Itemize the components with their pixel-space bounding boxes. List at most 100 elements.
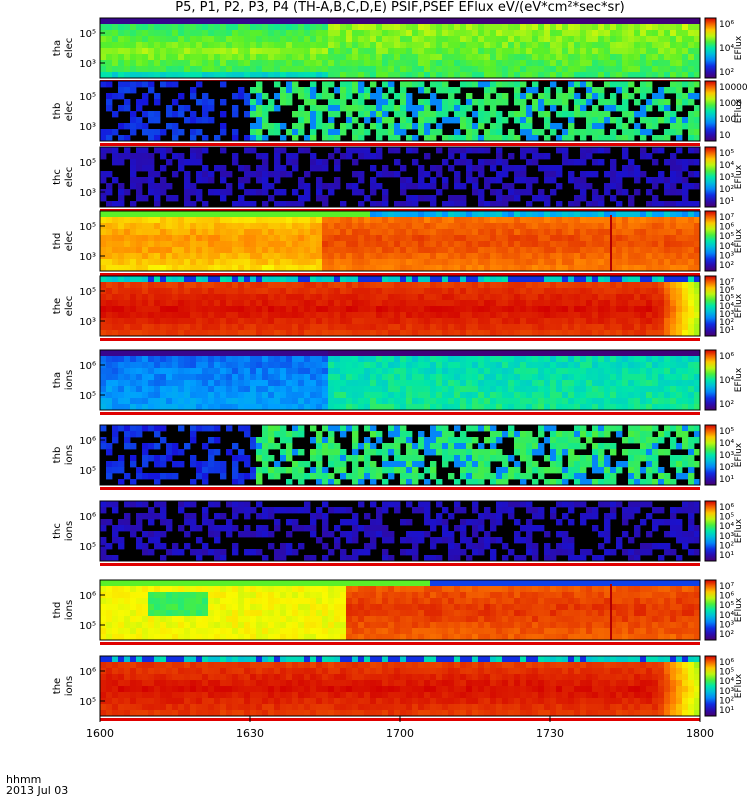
spectrogram-cell: [622, 282, 629, 289]
spectrogram-cell: [382, 229, 389, 236]
spectrogram-cell: [400, 404, 407, 411]
spectrogram-cell: [190, 189, 197, 196]
spectrogram-cell: [358, 223, 365, 230]
spectrogram-cell: [148, 60, 155, 67]
spectrogram-cell: [388, 81, 395, 88]
spectrogram-cell: [478, 123, 485, 130]
spectrogram-cell: [580, 48, 587, 55]
spectrogram-cell: [316, 217, 323, 224]
spectrogram-cell: [556, 66, 563, 73]
spectrogram-cell: [142, 93, 149, 100]
spectrogram-cell: [334, 105, 341, 112]
spectrogram-cell: [448, 66, 455, 73]
spectrogram-cell: [232, 350, 239, 357]
spectrogram-cell: [538, 368, 545, 375]
spectrogram-cell: [472, 24, 479, 31]
spectrogram-cell: [214, 42, 221, 49]
spectrogram-cell: [466, 312, 473, 319]
spectrogram-cell: [118, 229, 125, 236]
spectrogram-cell: [244, 177, 251, 184]
spectrogram-cell: [466, 324, 473, 331]
spectrogram-cell: [448, 201, 455, 208]
spectrogram-cell: [154, 18, 161, 25]
spectrogram-cell: [586, 123, 593, 130]
spectrogram-cell: [316, 362, 323, 369]
spectrogram-cell: [616, 211, 623, 218]
spectrogram-cell: [292, 42, 299, 49]
spectrogram-cell: [370, 54, 377, 61]
spectrogram-cell: [520, 93, 527, 100]
spectrogram-cell: [334, 211, 341, 218]
spectrogram-cell: [196, 380, 203, 387]
spectrogram-cell: [454, 392, 461, 399]
spectrogram-cell: [274, 247, 281, 254]
spectrogram-cell: [208, 229, 215, 236]
spectrogram-cell: [214, 362, 221, 369]
spectrogram-cell: [466, 235, 473, 242]
spectrogram-cell: [136, 380, 143, 387]
spectrogram-cell: [514, 18, 521, 25]
spectrogram-cell: [310, 87, 317, 94]
spectrogram-cell: [514, 195, 521, 202]
spectrogram-cell: [100, 195, 107, 202]
spectrogram-cell: [460, 159, 467, 166]
spectrogram-cell: [448, 117, 455, 124]
spectrogram-cell: [100, 66, 107, 73]
spectrogram-cell: [604, 312, 611, 319]
spectrogram-cell: [514, 93, 521, 100]
spectrogram-cell: [310, 99, 317, 106]
spectrogram-cell: [652, 159, 659, 166]
spectrogram-cell: [550, 276, 557, 283]
spectrogram-cell: [574, 259, 581, 266]
spectrogram-cell: [376, 386, 383, 393]
spectrogram-cell: [106, 42, 113, 49]
spectrogram-cell: [436, 229, 443, 236]
spectrogram-cell: [568, 24, 575, 31]
spectrogram-cell: [262, 386, 269, 393]
spectrogram-cell: [400, 129, 407, 136]
spectrogram-cell: [640, 259, 647, 266]
spectrogram-cell: [130, 66, 137, 73]
spectrogram-cell: [556, 324, 563, 331]
spectrogram-cell: [442, 294, 449, 301]
spectrogram-cell: [490, 111, 497, 118]
spectrogram-cell: [394, 18, 401, 25]
spectrogram-cell: [664, 117, 671, 124]
spectrogram-cell: [412, 183, 419, 190]
spectrogram-cell: [298, 24, 305, 31]
spectrogram-cell: [154, 259, 161, 266]
spectrogram-cell: [628, 201, 635, 208]
spectrogram-cell: [682, 247, 689, 254]
spectrogram-cell: [556, 368, 563, 375]
spectrogram-cell: [544, 368, 551, 375]
spectrogram-cell: [466, 48, 473, 55]
spectrogram-cell: [322, 54, 329, 61]
spectrogram-cell: [232, 135, 239, 142]
spectrogram-cell: [376, 259, 383, 266]
spectrogram-cell: [232, 235, 239, 242]
spectrogram-cell: [658, 147, 665, 154]
spectrogram-cell: [382, 330, 389, 337]
spectrogram-cell: [190, 241, 197, 248]
spectrogram-cell: [280, 99, 287, 106]
spectrogram-cell: [694, 330, 701, 337]
spectrogram-cell: [430, 374, 437, 381]
spectrogram-cell: [190, 247, 197, 254]
spectrogram-cell: [274, 189, 281, 196]
spectrogram-cell: [148, 259, 155, 266]
spectrogram-cell: [568, 330, 575, 337]
spectrogram-cell: [172, 48, 179, 55]
spectrogram-cell: [688, 330, 695, 337]
spectrogram-cell: [424, 129, 431, 136]
spectrogram-cell: [142, 24, 149, 31]
spectrogram-cell: [484, 60, 491, 67]
spectrogram-cell: [136, 159, 143, 166]
spectrogram-cell: [244, 42, 251, 49]
spectrogram-cell: [490, 24, 497, 31]
spectrogram-cell: [148, 117, 155, 124]
spectrogram-cell: [130, 30, 137, 37]
spectrogram-cell: [148, 30, 155, 37]
spectrogram-cell: [670, 30, 677, 37]
spectrogram-cell: [112, 42, 119, 49]
spectrogram-cell: [676, 87, 683, 94]
